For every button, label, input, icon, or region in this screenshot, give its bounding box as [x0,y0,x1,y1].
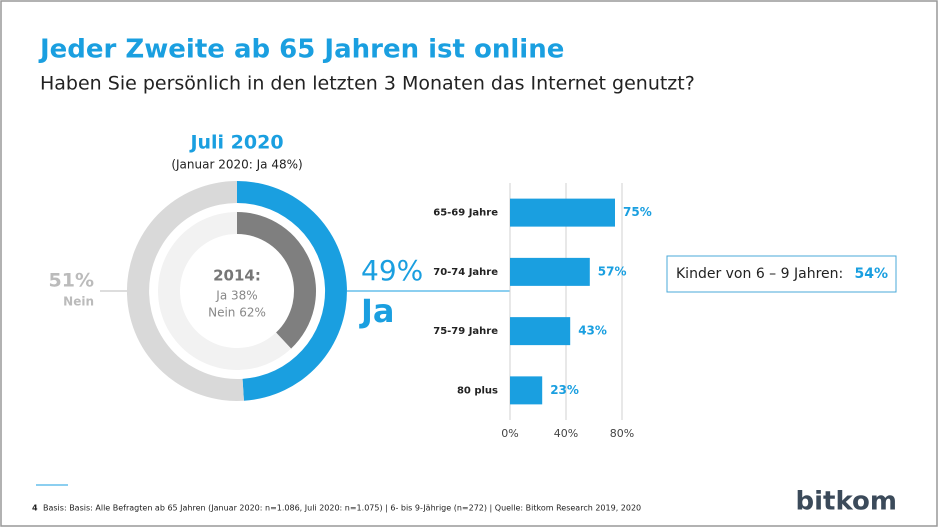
donut-title: 2014: [213,267,261,285]
donut-subtitle: (Januar 2020: Ja 48%) [171,158,302,172]
bar [510,376,543,405]
x-tick-label: 40% [554,427,578,440]
category-label: 80 plus [457,385,498,396]
donut-segment [126,180,244,401]
callout-value: 54% [854,266,888,282]
category-label: 70-74 Jahre [433,267,498,278]
donut-segment [237,181,347,401]
logo: bitkom [796,487,898,517]
callout-box [666,255,897,293]
footnote: Basis: Basis: Alle Befragten ab 65 Jahre… [43,504,641,513]
donut-title: Juli 2020 [188,132,283,154]
value-label: Ja 38% [215,289,257,303]
value-label: 43% [578,324,607,338]
bar [510,317,571,346]
subtitle: Haben Sie persönlich in den letzten 3 Mo… [40,73,695,95]
category-label: Ja [359,292,395,330]
bar [510,198,615,227]
bar [510,257,590,286]
donut-segment [158,212,292,370]
value-label: 49% [361,254,423,287]
value-label: 75% [623,205,652,219]
value-label: Nein 62% [208,306,266,320]
category-label: Nein [63,295,94,309]
value-label: 57% [598,264,627,278]
x-tick-label: 80% [610,427,634,440]
callout-text: Kinder von 6 – 9 Jahren: [676,266,843,282]
value-label: 51% [49,270,94,292]
category-label: 65-69 Jahre [433,208,498,219]
page-number: 4 [32,504,38,513]
value-label: 23% [550,383,579,397]
category-label: 75-79 Jahre [433,326,498,337]
x-tick-label: 0% [501,427,518,440]
title: Jeder Zweite ab 65 Jahren ist online [38,35,564,65]
donut-segment [237,212,317,349]
